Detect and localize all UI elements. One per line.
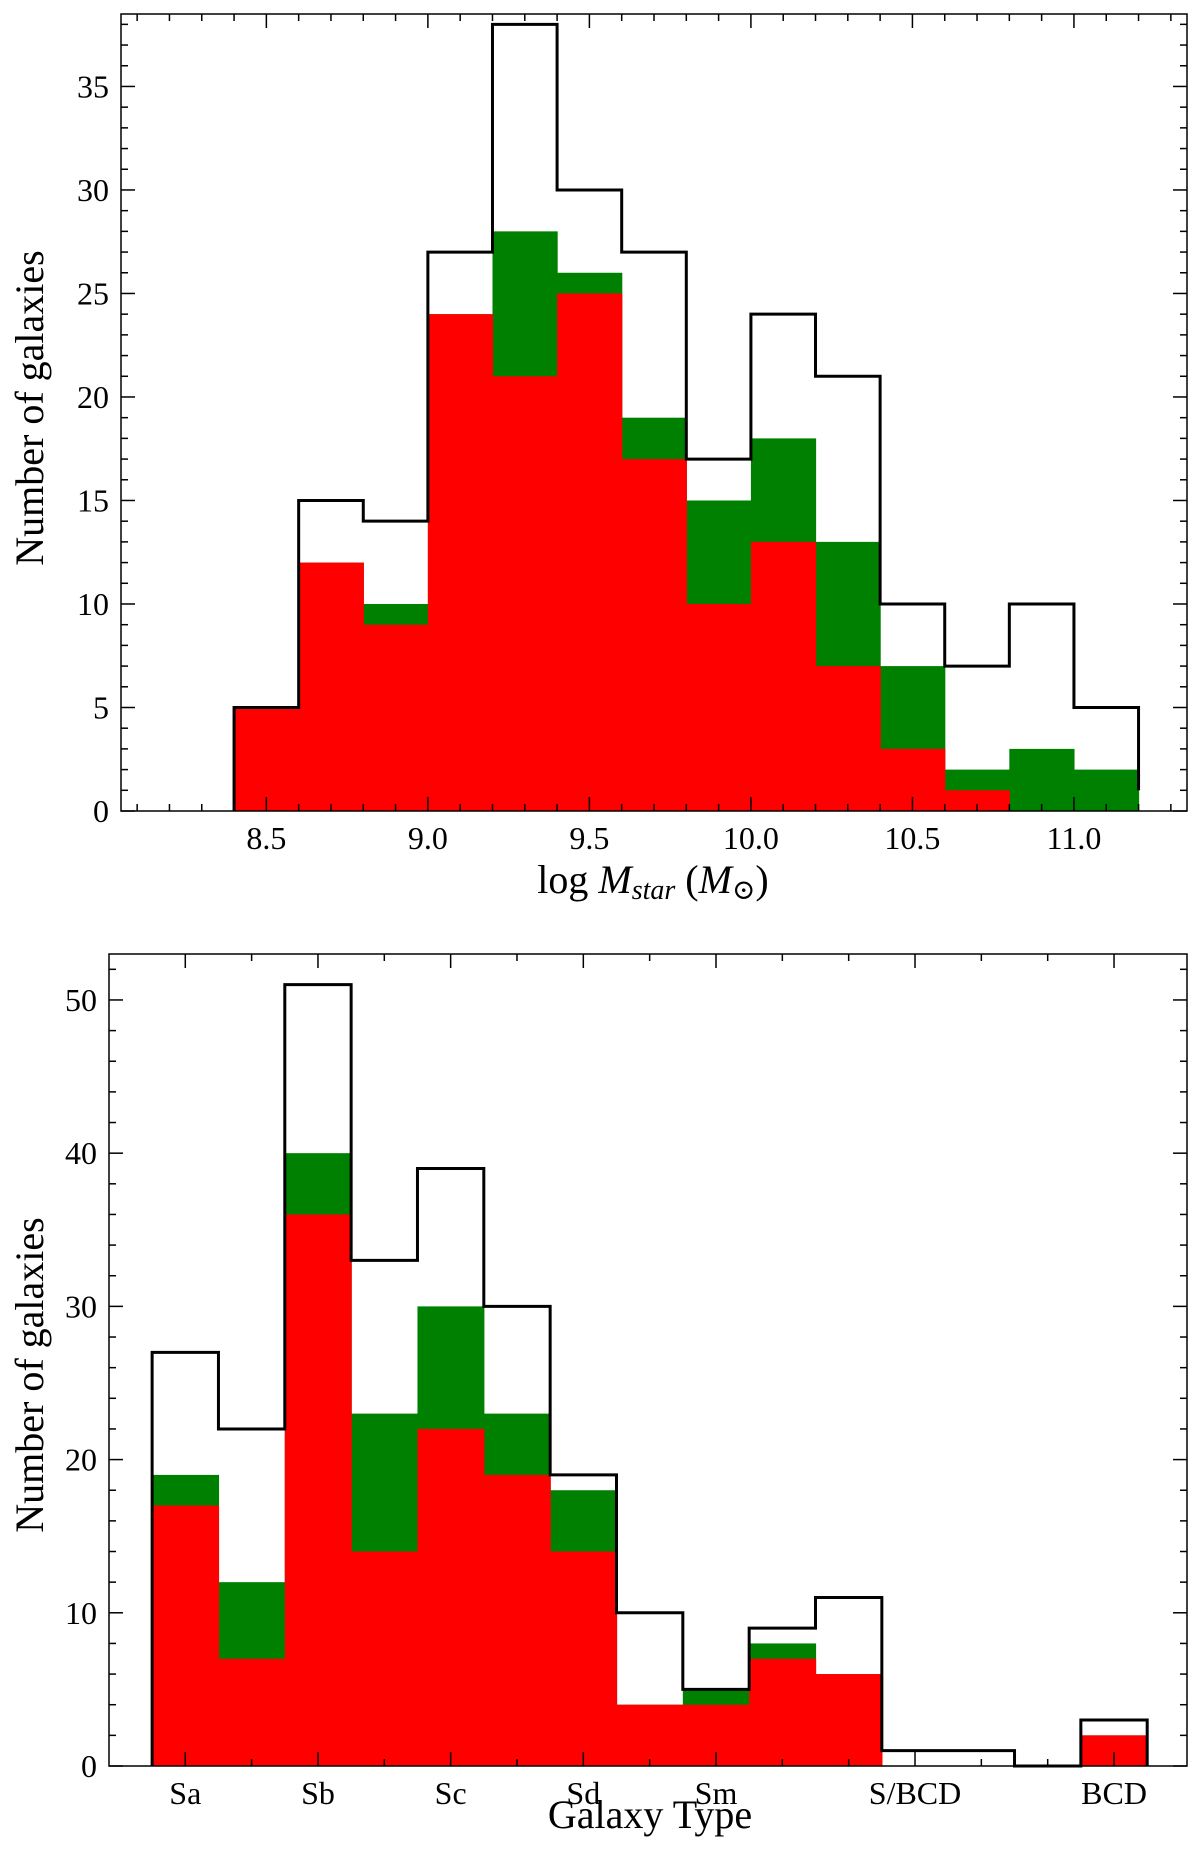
galaxy-type-y-tick-label: 0 [81, 1748, 97, 1784]
galaxy-type-y-tick-labels: 0 10 20 30 40 50 [65, 982, 97, 1784]
galaxy-type-all-outline [150, 983, 1149, 1768]
stellar-mass-y-tick-label: 35 [77, 68, 109, 104]
galaxy-type-y-tick-label: 40 [65, 1135, 97, 1171]
stellar-mass-x-tick-label: 8.5 [246, 820, 286, 856]
galaxy-type-histogram-panel: Sa Sb Sc Sd Sm S/BCD BCD 0 10 20 30 40 50 Galaxy Ty… [7, 953, 1188, 1837]
galaxy-type-y-axis-label: Number of galaxies [7, 1217, 52, 1532]
stellar-mass-red-bar-11 [944, 790, 1010, 811]
galaxy-type-x-tick-label: Sc [435, 1775, 467, 1811]
stellar-mass-y-tick-label: 30 [77, 172, 109, 208]
stellar-mass-y-tick-label: 25 [77, 275, 109, 311]
galaxy-type-x-tick-label: Sm [695, 1775, 738, 1811]
galaxy-type-red-bar-2 [284, 1214, 352, 1766]
stellar-mass-bars [234, 231, 1140, 811]
galaxy-type-bars [152, 1153, 1148, 1766]
stellar-mass-x-tick-label: 10.5 [884, 820, 940, 856]
stellar-mass-histogram-panel: 8.5 9.0 9.5 10.0 10.5 11.0 0 5 10 15 20 25 30 35 log… [7, 13, 1188, 906]
galaxy-type-y-tick-label: 20 [65, 1442, 97, 1478]
stellar-mass-red-bar-8 [750, 541, 817, 811]
stellar-mass-y-axis-label: Number of galaxies [7, 250, 52, 565]
stellar-mass-y-tick-label: 20 [77, 379, 109, 415]
galaxy-type-red-bar-0 [152, 1505, 220, 1766]
galaxy-type-red-bar-7 [616, 1704, 684, 1766]
galaxy-type-plot-frame [108, 953, 1188, 1767]
galaxy-type-red-bar-6 [550, 1551, 618, 1766]
stellar-mass-red-bar-6 [621, 459, 687, 811]
stellar-mass-x-tick-labels: 8.5 9.0 9.5 10.0 10.5 11.0 [246, 820, 1101, 856]
galaxy-type-x-axis-label: Galaxy Type [548, 1792, 752, 1837]
stellar-mass-y-tick-label: 0 [93, 793, 109, 829]
galaxy-type-red-bar-9 [749, 1658, 817, 1766]
stellar-mass-red-bar-1 [298, 562, 364, 811]
stellar-mass-red-bar-3 [427, 314, 494, 811]
stellar-mass-x-tick-label: 11.0 [1047, 820, 1102, 856]
stellar-mass-x-tick-label: 9.0 [408, 820, 448, 856]
galaxy-type-x-tick-label: Sa [169, 1775, 201, 1811]
galaxy-type-x-tick-label: BCD [1081, 1775, 1147, 1811]
galaxy-type-red-bar-4 [417, 1428, 485, 1766]
galaxy-type-red-bar-3 [351, 1551, 419, 1766]
galaxy-type-y-tick-label: 30 [65, 1288, 97, 1324]
stellar-mass-x-tick-label: 10.0 [723, 820, 779, 856]
stellar-mass-red-bar-7 [686, 603, 752, 811]
stellar-mass-y-tick-label: 15 [77, 482, 109, 518]
stellar-mass-red-bar-5 [557, 293, 623, 811]
galaxy-type-red-bar-10 [815, 1674, 883, 1766]
galaxy-type-red-bar-1 [218, 1658, 286, 1766]
galaxy-type-red-bar-5 [483, 1474, 551, 1766]
galaxy-type-y-tick-label: 50 [65, 982, 97, 1018]
galaxy-type-x-tick-label: Sb [301, 1775, 335, 1811]
stellar-mass-y-tick-label: 10 [77, 586, 109, 622]
stellar-mass-y-tick-labels: 0 5 10 15 20 25 30 35 [77, 68, 109, 829]
stellar-mass-x-tick-label: 9.5 [569, 820, 609, 856]
galaxy-type-y-tick-label: 10 [65, 1595, 97, 1631]
stellar-mass-red-bar-4 [492, 376, 558, 811]
galaxy-type-x-tick-labels: Sa Sb Sc Sd Sm S/BCD BCD [169, 1775, 1147, 1811]
stellar-mass-red-bar-9 [815, 666, 881, 811]
galaxy-type-ticks [109, 954, 1187, 1767]
stellar-mass-ticks [121, 14, 1187, 812]
galaxy-type-x-tick-label: Sd [566, 1775, 600, 1811]
stellar-mass-red-bar-2 [363, 624, 429, 811]
stellar-mass-all-outline [232, 22, 1141, 811]
stellar-mass-x-axis-label: log Mstar (M⊙) [537, 857, 768, 906]
stellar-mass-red-bar-0 [234, 707, 300, 811]
galaxy-type-x-tick-label: S/BCD [869, 1775, 961, 1811]
stellar-mass-y-tick-label: 5 [93, 689, 109, 725]
stellar-mass-green-bar-12 [1009, 748, 1075, 811]
